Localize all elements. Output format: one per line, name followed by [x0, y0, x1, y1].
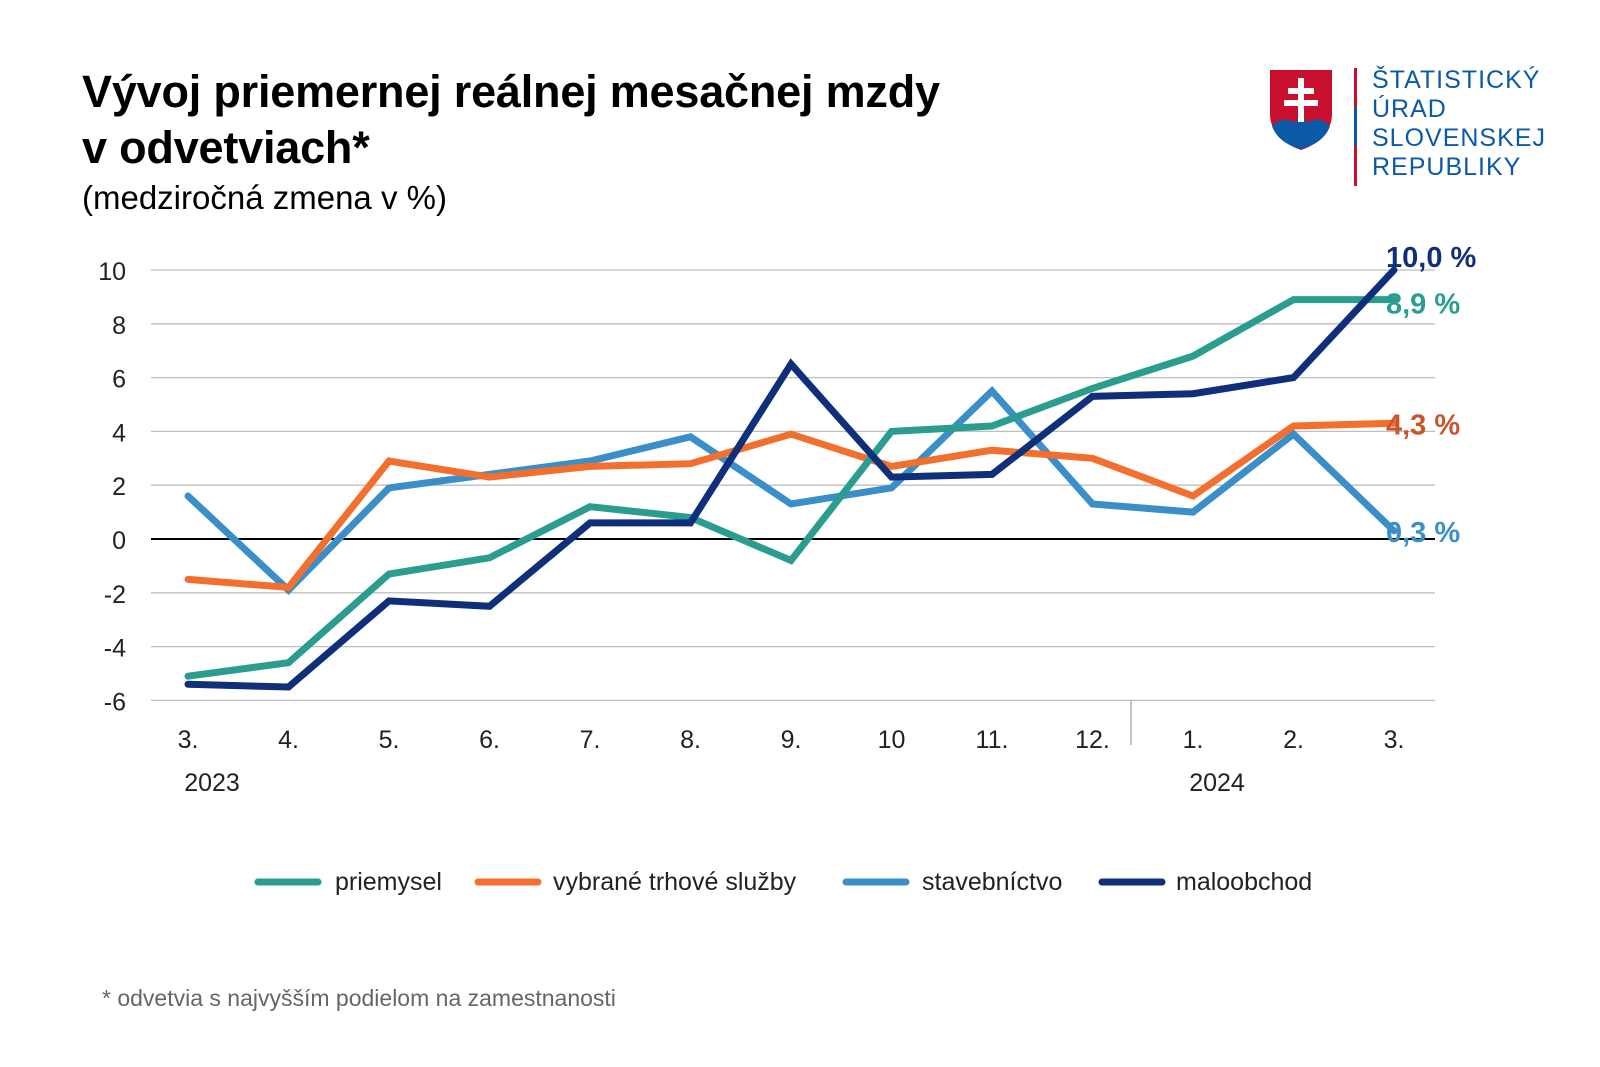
y-tick-label: -4 — [104, 635, 126, 663]
legend-label: stavebníctvo — [922, 868, 1062, 896]
x-tick-label: 12. — [1075, 726, 1110, 754]
series-line-0 — [184, 296, 1398, 680]
year-label: 2023 — [184, 769, 240, 797]
x-tick-label: 5. — [379, 726, 400, 754]
logo-text: ŠTATISTICKÝ ÚRAD SLOVENSKEJ REPUBLIKY — [1372, 66, 1546, 182]
x-tick-label: 2. — [1283, 726, 1304, 754]
x-tick-label: 6. — [479, 726, 500, 754]
x-tick-label: 9. — [781, 726, 802, 754]
shield-blue-hills — [1272, 117, 1330, 149]
line-chart: 10 8 6 4 2 0 -2 -4 -6 3. 4. 5. 6. 7. 8. 9. 10 11. 12. 1. 2. 3… — [98, 242, 1476, 896]
chart-title: Vývoj priemernej reálnej mesačnej mzdy v… — [82, 64, 940, 176]
logo-line-3: SLOVENSKEJ — [1372, 124, 1546, 152]
y-tick-label: 8 — [112, 312, 126, 340]
x-tick-label: 11. — [976, 726, 1009, 754]
x-tick-label: 3. — [178, 726, 199, 754]
y-tick-label: 0 — [112, 527, 126, 555]
series-line-3 — [184, 266, 1398, 691]
logo-line-2: ÚRAD — [1372, 95, 1447, 123]
chart-subtitle: (medziročná zmena v %) — [82, 179, 447, 216]
y-tick-label: 2 — [112, 473, 126, 501]
legend-label: priemysel — [335, 868, 442, 896]
x-tick-label: 7. — [580, 726, 601, 754]
legend-label: vybrané trhové služby — [553, 868, 797, 896]
series-end-label: 4,3 % — [1386, 409, 1460, 441]
slovak-coat-of-arms-icon — [1270, 70, 1332, 150]
series-end-label: 10,0 % — [1386, 242, 1476, 274]
double-cross — [1284, 78, 1318, 122]
y-tick-label: 10 — [98, 258, 126, 286]
series-line-1 — [184, 419, 1398, 592]
x-tick-label: 10 — [878, 726, 906, 754]
series-line-2 — [184, 386, 1398, 595]
series-end-label: 0,3 % — [1386, 517, 1460, 549]
x-tick-label: 8. — [680, 726, 701, 754]
x-tick-label: 1. — [1183, 726, 1204, 754]
y-tick-label: 6 — [112, 366, 126, 394]
chart-title-line-1: Vývoj priemernej reálnej mesačnej mzdy — [82, 66, 940, 117]
footnote: * odvetvia s najvyšším podielom na zames… — [102, 985, 616, 1011]
series-end-label: 8,9 % — [1386, 289, 1460, 321]
year-label: 2024 — [1189, 769, 1245, 797]
logo-line-4: REPUBLIKY — [1372, 153, 1522, 181]
statistical-office-logo: ŠTATISTICKÝ ÚRAD SLOVENSKEJ REPUBLIKY — [1268, 66, 1568, 188]
y-tick-label: -6 — [104, 688, 126, 716]
logo-divider — [1354, 68, 1357, 186]
chart-title-line-2: v odvetviach* — [82, 122, 370, 173]
x-tick-label: 3. — [1384, 726, 1405, 754]
logo-line-1: ŠTATISTICKÝ — [1372, 66, 1541, 94]
y-tick-label: 4 — [112, 419, 126, 447]
legend-label: maloobchod — [1176, 868, 1312, 896]
x-tick-label: 4. — [278, 726, 299, 754]
y-tick-label: -2 — [104, 581, 126, 609]
